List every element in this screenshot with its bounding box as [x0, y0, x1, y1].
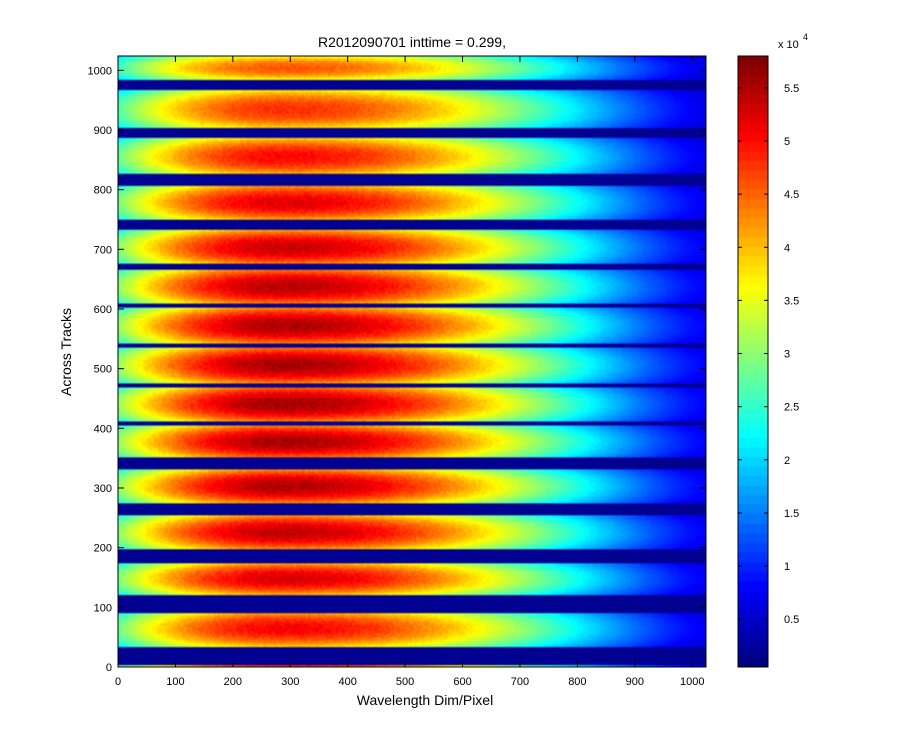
colorbar-exponent-label: x 10: [778, 39, 799, 51]
chart-title: R2012090701 inttime = 0.299,: [318, 34, 506, 50]
y-tick-label: 800: [94, 185, 112, 197]
colorbar: 0.5 1 1.5 2 2.5 3 3.5 4 4.5 5 5.5 x 10 4: [737, 32, 808, 668]
x-tick-label: 600: [453, 676, 471, 688]
x-tick-label: 100: [166, 676, 184, 688]
x-tick-label: 800: [568, 676, 586, 688]
x-tick-label: 900: [626, 676, 644, 688]
y-tick-label: 600: [94, 304, 112, 316]
colorbar-tick-label: 5.5: [784, 83, 799, 95]
x-tick-label: 300: [281, 676, 299, 688]
y-tick-label: 100: [94, 602, 112, 614]
colorbar-tick-label: 0.5: [784, 614, 799, 626]
colorbar-tick-label: 5: [784, 136, 790, 148]
x-tick-label: 500: [396, 676, 414, 688]
colorbar-tick-label: 1: [784, 561, 790, 573]
x-axis-ticks: 0 100 200 300 400 500 600 700 800 900 1000: [115, 56, 704, 688]
colorbar-tick-label: 2.5: [784, 402, 799, 414]
colorbar-gradient: [738, 56, 768, 667]
y-tick-label: 300: [94, 483, 112, 495]
x-tick-label: 700: [511, 676, 529, 688]
y-axis-ticks: 0 100 200 300 400 500 600 700 800 900 1000: [88, 65, 706, 674]
colorbar-tick-label: 1.5: [784, 508, 799, 520]
y-tick-label: 500: [94, 364, 112, 376]
y-tick-label: 1000: [88, 65, 112, 77]
x-tick-label: 400: [339, 676, 357, 688]
colorbar-tick-label: 4: [784, 242, 790, 254]
y-axis-label: Across Tracks: [58, 308, 74, 396]
y-tick-label: 700: [94, 244, 112, 256]
colorbar-ticks: 0.5 1 1.5 2 2.5 3 3.5 4 4.5 5 5.5: [738, 83, 799, 626]
y-tick-label: 400: [94, 423, 112, 435]
colorbar-tick-label: 2: [784, 455, 790, 467]
y-tick-label: 900: [94, 125, 112, 137]
colorbar-tick-label: 4.5: [784, 189, 799, 201]
x-tick-label: 0: [115, 676, 121, 688]
heatmap-image: [118, 56, 706, 667]
colorbar-exponent-power: 4: [803, 32, 808, 42]
colorbar-frame: [737, 55, 769, 668]
x-tick-label: 200: [224, 676, 242, 688]
plot-frame: [117, 55, 707, 668]
colorbar-tick-label: 3: [784, 349, 790, 361]
plot-area: [118, 56, 706, 667]
y-tick-label: 0: [106, 662, 112, 674]
colorbar-tick-label: 3.5: [784, 295, 799, 307]
y-tick-label: 200: [94, 543, 112, 555]
x-axis-label: Wavelength Dim/Pixel: [357, 692, 493, 708]
x-tick-label: 1000: [680, 676, 704, 688]
